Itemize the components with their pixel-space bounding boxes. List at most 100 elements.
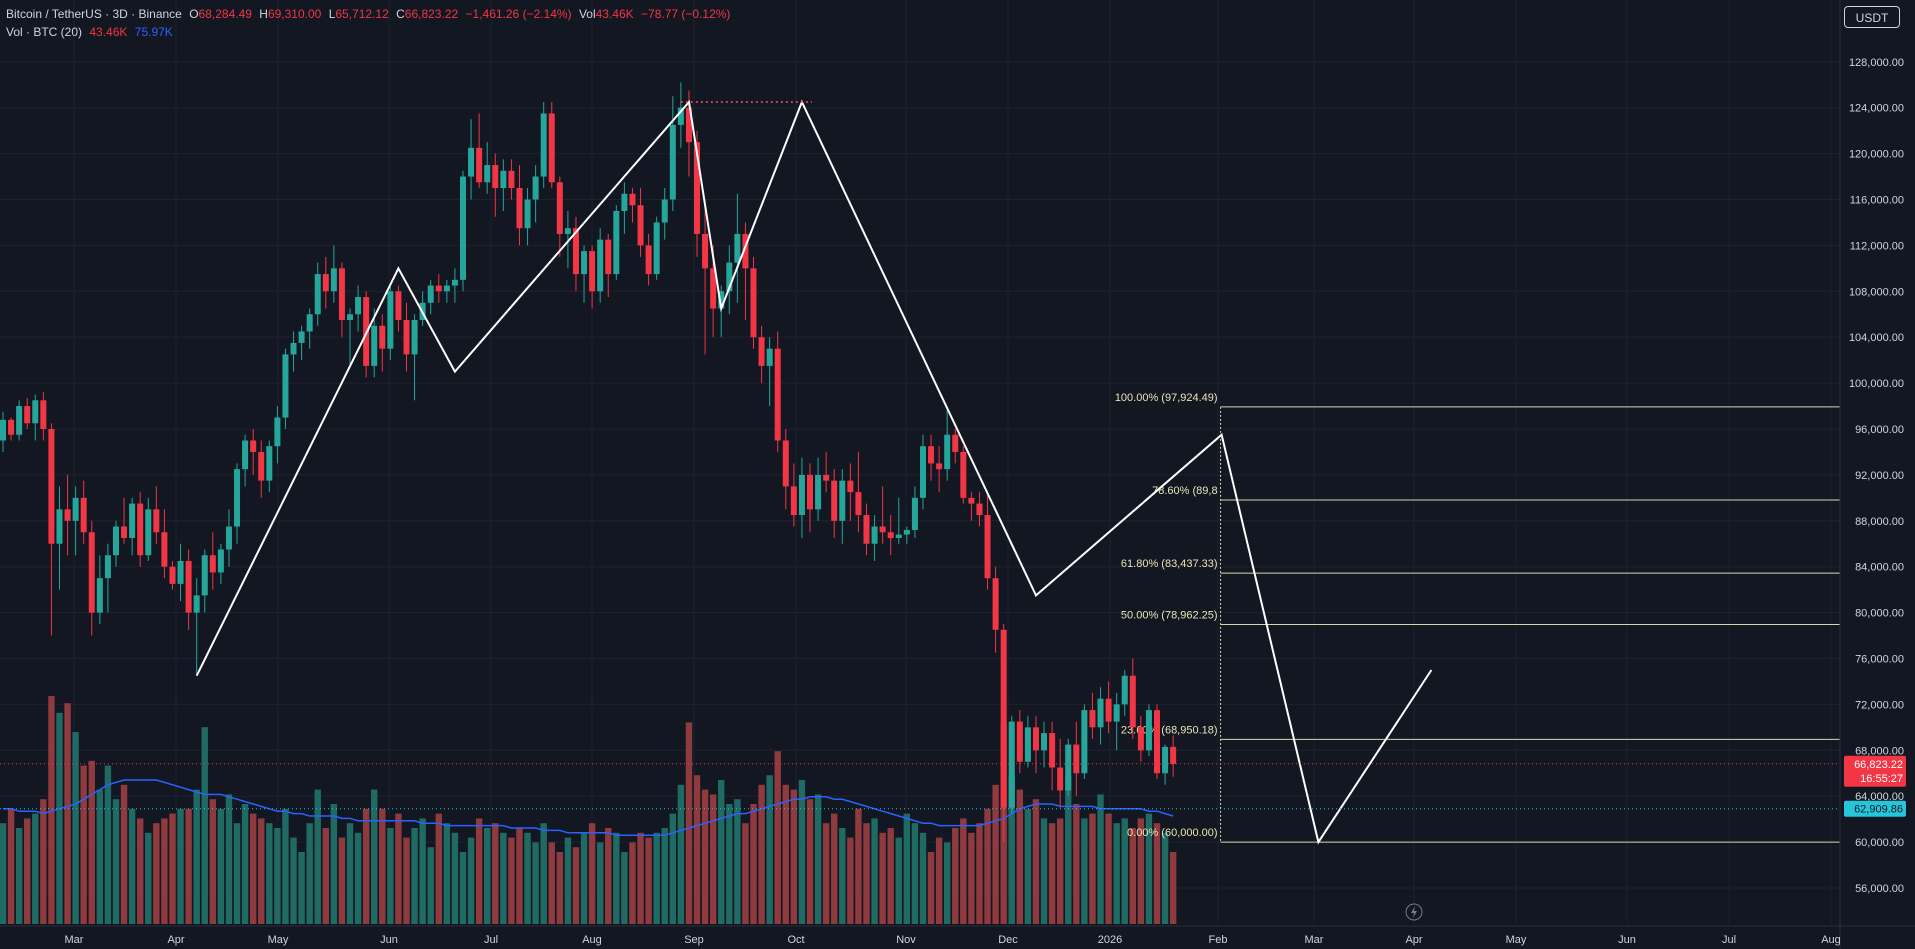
- candle-body: [1049, 733, 1056, 768]
- candle: [459, 170, 466, 292]
- candle: [936, 446, 943, 493]
- candle: [169, 560, 176, 590]
- candle-body: [379, 325, 386, 349]
- candle: [702, 199, 709, 355]
- volume-bar: [371, 789, 378, 924]
- candle-body: [992, 578, 999, 630]
- current-price-tag: 66,823.22 16:55:27: [1844, 755, 1906, 787]
- time-tick: Apr: [167, 934, 184, 946]
- candle-body: [1024, 727, 1031, 762]
- candle-body: [581, 251, 588, 275]
- candle-body: [968, 497, 975, 504]
- volume-bar: [298, 852, 305, 924]
- candle: [355, 285, 362, 332]
- volume-bar: [895, 837, 902, 924]
- candle: [1097, 687, 1104, 745]
- candle: [798, 457, 805, 539]
- candle-body: [225, 526, 232, 550]
- replay-icon[interactable]: [1405, 903, 1423, 921]
- candle: [274, 406, 281, 464]
- close-label: C: [396, 7, 405, 21]
- volume-bar: [354, 832, 362, 924]
- candle-body: [556, 182, 563, 234]
- candle: [960, 446, 967, 504]
- candle-body: [322, 274, 329, 292]
- price-tick: 116,000.00: [1850, 195, 1904, 207]
- candle: [766, 337, 773, 407]
- candle: [677, 82, 684, 148]
- volume-bar: [1081, 818, 1088, 924]
- candle: [88, 520, 95, 636]
- indicator-name[interactable]: Vol · BTC (20): [6, 25, 83, 39]
- price-tick: 92,000.00: [1855, 470, 1904, 482]
- volume-bar: [677, 784, 685, 924]
- candle: [726, 245, 733, 315]
- candle: [831, 469, 838, 539]
- time-tick: Apr: [1405, 934, 1422, 946]
- volume-bar: [467, 837, 475, 924]
- candle-body: [952, 434, 959, 452]
- symbol-legend: Bitcoin / TetherUS · 3D · Binance O68,28…: [6, 7, 734, 21]
- volume-bar: [1113, 823, 1120, 924]
- volume-bar: [48, 696, 55, 924]
- volume-bar: [484, 828, 491, 924]
- volume-bar: [984, 808, 991, 924]
- volume-bar: [758, 784, 765, 924]
- candle-body: [137, 503, 144, 556]
- volume-bar: [169, 813, 176, 924]
- volume-bar: [435, 813, 442, 924]
- candle: [395, 285, 402, 332]
- volume-change: −78.77 (−0.12%): [641, 7, 731, 21]
- open-value: 68,284.49: [198, 7, 252, 21]
- close-value: 66,823.22: [404, 7, 459, 21]
- candle: [435, 274, 442, 303]
- candle-body: [548, 113, 555, 183]
- candle: [411, 314, 418, 401]
- candle: [137, 492, 144, 567]
- volume-bar: [379, 808, 386, 924]
- candle: [330, 245, 337, 303]
- candle-body: [1016, 721, 1023, 762]
- candle-body: [871, 526, 878, 544]
- candle: [871, 515, 878, 561]
- volume-bar: [1097, 794, 1104, 924]
- candle-body: [274, 417, 281, 447]
- symbol-name[interactable]: Bitcoin / TetherUS · 3D · Binance: [6, 7, 182, 21]
- price-tick: 120,000.00: [1849, 149, 1904, 161]
- candle: [217, 543, 224, 584]
- zigzag-pattern[interactable]: [195, 99, 1433, 845]
- volume-bar: [637, 832, 644, 924]
- candle-body: [177, 560, 184, 584]
- candle-body: [169, 566, 176, 584]
- candle-body: [597, 239, 604, 292]
- volume-bar: [847, 837, 854, 924]
- volume-bar: [935, 837, 943, 924]
- volume-bar: [572, 847, 580, 924]
- volume-bar: [927, 852, 935, 924]
- candle: [193, 578, 200, 676]
- candle-body: [403, 319, 410, 355]
- candle-body: [750, 268, 757, 338]
- candle: [1049, 721, 1056, 791]
- candle-body: [1081, 710, 1088, 774]
- candle-body: [532, 176, 539, 200]
- candle: [605, 233, 612, 298]
- candle: [887, 515, 894, 556]
- price-tick: 128,000.00: [1849, 57, 1904, 69]
- candle-body: [718, 291, 725, 309]
- candle-body: [298, 331, 305, 343]
- candle-body: [411, 319, 418, 355]
- volume-bar: [104, 765, 112, 924]
- volume-bar: [645, 837, 652, 924]
- price-tick: 80,000.00: [1855, 608, 1904, 620]
- volume-bar: [1105, 813, 1112, 924]
- volume-bar: [814, 794, 822, 924]
- candle: [516, 165, 523, 246]
- candle: [379, 314, 386, 372]
- volume-bar: [766, 775, 773, 924]
- candle: [225, 509, 232, 567]
- candle: [258, 440, 265, 498]
- currency-button[interactable]: USDT: [1844, 6, 1900, 28]
- candle-body: [338, 268, 345, 320]
